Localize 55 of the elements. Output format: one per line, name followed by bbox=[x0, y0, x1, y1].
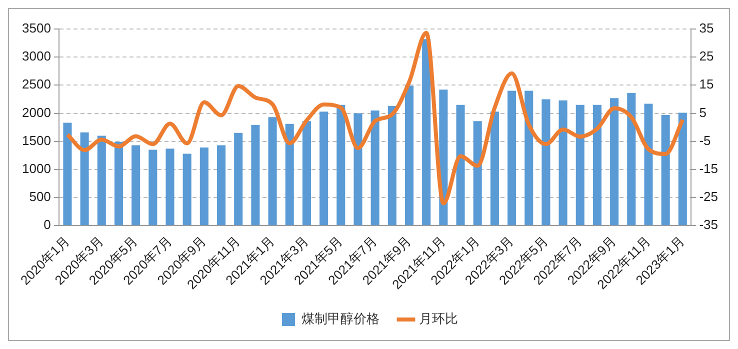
bar bbox=[490, 112, 499, 226]
bar bbox=[80, 132, 89, 226]
bar bbox=[576, 104, 584, 226]
bar bbox=[558, 100, 568, 226]
y2-tick-label: 5 bbox=[699, 104, 706, 120]
bar bbox=[661, 114, 670, 226]
bar bbox=[285, 124, 294, 226]
bar bbox=[456, 104, 465, 226]
bar bbox=[678, 112, 687, 226]
y-tick-label: 1500 bbox=[22, 132, 51, 148]
legend-label: 煤制甲醇价格 bbox=[302, 311, 380, 326]
y2-tick-label: -25 bbox=[699, 189, 718, 204]
bar bbox=[422, 39, 431, 226]
legend-label: 月环比 bbox=[419, 311, 458, 326]
bar bbox=[336, 104, 346, 226]
bar bbox=[610, 98, 619, 226]
y2-tick-label: -5 bbox=[699, 132, 711, 148]
y2-tick-label: 25 bbox=[699, 48, 714, 64]
y-tick-label: 2000 bbox=[22, 104, 51, 120]
bar bbox=[114, 142, 124, 226]
bar bbox=[354, 113, 362, 226]
bar bbox=[200, 148, 208, 226]
bar bbox=[216, 145, 226, 226]
bar bbox=[404, 86, 414, 226]
bar bbox=[182, 154, 192, 226]
bar bbox=[132, 145, 140, 226]
y2-tick-label: 35 bbox=[699, 20, 714, 36]
bar bbox=[166, 148, 174, 226]
y-tick-label: 3000 bbox=[22, 48, 51, 64]
y-tick-label: 2500 bbox=[22, 76, 51, 92]
bar bbox=[627, 93, 636, 226]
bar bbox=[251, 125, 260, 226]
bar bbox=[592, 104, 602, 226]
bar bbox=[234, 132, 243, 226]
y2-tick-label: -15 bbox=[699, 161, 718, 176]
y-tick-label: 1000 bbox=[22, 161, 51, 176]
y-tick-label: 3500 bbox=[22, 20, 51, 36]
bar bbox=[524, 90, 534, 226]
bar bbox=[268, 117, 277, 226]
y2-tick-label: -35 bbox=[699, 217, 718, 232]
bar bbox=[388, 106, 396, 226]
bar bbox=[63, 122, 72, 226]
bar bbox=[473, 121, 482, 226]
bar bbox=[508, 90, 516, 226]
bar bbox=[97, 136, 106, 226]
bar bbox=[542, 99, 550, 226]
bar bbox=[644, 104, 653, 226]
line-series bbox=[65, 30, 685, 206]
bar bbox=[370, 110, 380, 226]
bar bbox=[302, 121, 311, 226]
bar bbox=[148, 150, 158, 226]
y-tick-label: 0 bbox=[44, 217, 51, 232]
bar bbox=[320, 112, 328, 226]
y-tick-label: 500 bbox=[29, 189, 51, 204]
y2-tick-label: 15 bbox=[699, 76, 714, 92]
